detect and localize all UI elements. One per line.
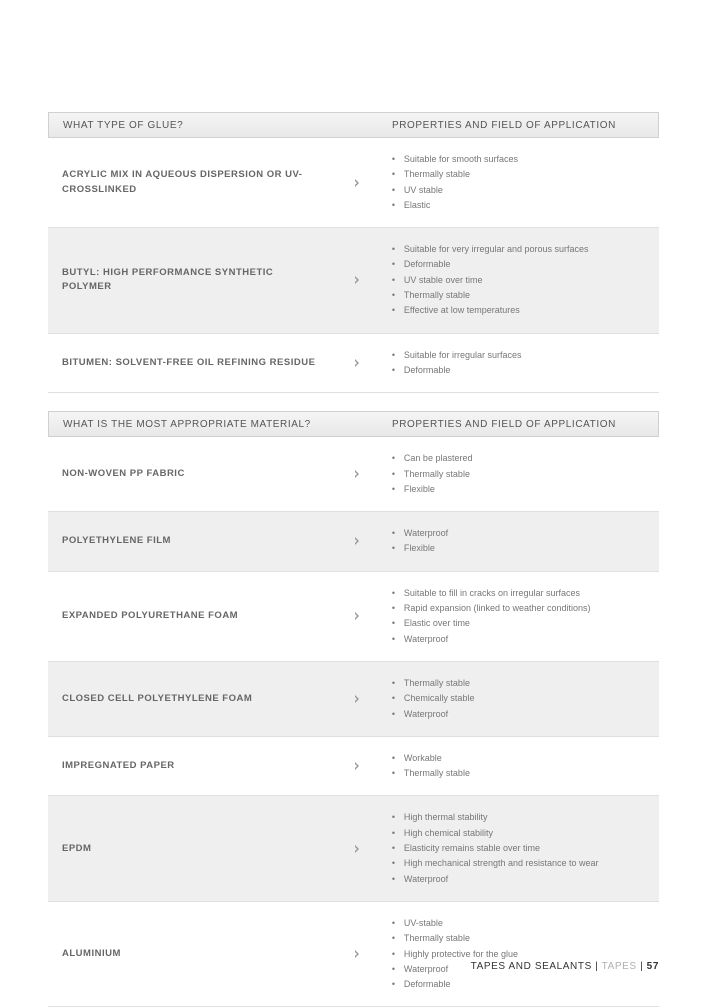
property-item: Thermally stable xyxy=(392,167,645,182)
table-row: POLYETHYLENE FILM WaterproofFlexible xyxy=(48,512,659,572)
chevron-right-icon xyxy=(351,948,363,960)
row-label: EPDM xyxy=(48,842,335,856)
property-item: Can be plastered xyxy=(392,451,645,466)
chevron-right-icon xyxy=(351,357,363,369)
table-row: EPDM High thermal stabilityHigh chemical … xyxy=(48,796,659,901)
property-item: UV stable over time xyxy=(392,273,645,288)
row-arrow xyxy=(335,610,378,622)
row-properties: Suitable to fill in cracks on irregular … xyxy=(378,586,659,647)
property-item: Thermally stable xyxy=(392,676,645,691)
property-item: Thermally stable xyxy=(392,288,645,303)
row-properties: Thermally stableChemically stableWaterpr… xyxy=(378,676,659,722)
property-item: Suitable for smooth surfaces xyxy=(392,152,645,167)
property-item: Deformable xyxy=(392,257,645,272)
property-item: Waterproof xyxy=(392,526,645,541)
row-arrow xyxy=(335,843,378,855)
header-left: WHAT IS THE MOST APPROPRIATE MATERIAL? xyxy=(49,419,384,430)
property-item: Flexible xyxy=(392,482,645,497)
row-properties: Suitable for very irregular and porous s… xyxy=(378,242,659,318)
property-item: UV stable xyxy=(392,183,645,198)
table-row: ACRYLIC MIX IN AQUEOUS DISPERSION OR UV-… xyxy=(48,138,659,228)
property-item: Elastic over time xyxy=(392,616,645,631)
footer-subcategory: TAPES xyxy=(602,961,637,972)
property-item: Thermally stable xyxy=(392,931,645,946)
row-arrow xyxy=(335,693,378,705)
property-item: Waterproof xyxy=(392,872,645,887)
row-arrow xyxy=(335,948,378,960)
property-item: Deformable xyxy=(392,977,645,992)
row-properties: WorkableThermally stable xyxy=(378,751,659,782)
row-label: EXPANDED POLYURETHANE FOAM xyxy=(48,609,335,623)
row-label: POLYETHYLENE FILM xyxy=(48,534,335,548)
property-item: Flexible xyxy=(392,541,645,556)
property-item: Rapid expansion (linked to weather condi… xyxy=(392,601,645,616)
row-arrow xyxy=(335,274,378,286)
chevron-right-icon xyxy=(351,760,363,772)
header-right: PROPERTIES AND FIELD OF APPLICATION xyxy=(384,419,658,430)
footer-sep: | xyxy=(592,961,602,972)
property-item: Suitable for very irregular and porous s… xyxy=(392,242,645,257)
property-item: Deformable xyxy=(392,363,645,378)
row-arrow xyxy=(335,177,378,189)
footer-page-number: 57 xyxy=(647,961,659,972)
row-label: NON-WOVEN PP FABRIC xyxy=(48,467,335,481)
property-item: Chemically stable xyxy=(392,691,645,706)
row-arrow xyxy=(335,535,378,547)
page-content: WHAT TYPE OF GLUE?PROPERTIES AND FIELD O… xyxy=(0,0,707,1007)
chevron-right-icon xyxy=(351,693,363,705)
property-item: Thermally stable xyxy=(392,766,645,781)
row-arrow xyxy=(335,760,378,772)
table-row: BUTYL: HIGH PERFORMANCE SYNTHETIC POLYME… xyxy=(48,228,659,333)
property-item: High chemical stability xyxy=(392,826,645,841)
row-properties: Can be plasteredThermally stableFlexible xyxy=(378,451,659,497)
property-item: Suitable for irregular surfaces xyxy=(392,348,645,363)
property-item: Thermally stable xyxy=(392,467,645,482)
row-properties: WaterproofFlexible xyxy=(378,526,659,557)
property-item: Suitable to fill in cracks on irregular … xyxy=(392,586,645,601)
chevron-right-icon xyxy=(351,610,363,622)
property-item: Effective at low temperatures xyxy=(392,303,645,318)
footer-category: TAPES AND SEALANTS xyxy=(471,961,592,972)
chevron-right-icon xyxy=(351,177,363,189)
chevron-right-icon xyxy=(351,468,363,480)
property-item: Waterproof xyxy=(392,632,645,647)
row-properties: Suitable for smooth surfacesThermally st… xyxy=(378,152,659,213)
property-item: High mechanical strength and resistance … xyxy=(392,856,645,871)
row-arrow xyxy=(335,357,378,369)
row-label: BUTYL: HIGH PERFORMANCE SYNTHETIC POLYME… xyxy=(48,266,335,295)
section: WHAT TYPE OF GLUE?PROPERTIES AND FIELD O… xyxy=(48,112,659,393)
row-arrow xyxy=(335,468,378,480)
table-row: IMPREGNATED PAPER WorkableThermally stabl… xyxy=(48,737,659,797)
section-header: WHAT IS THE MOST APPROPRIATE MATERIAL?PR… xyxy=(48,411,659,437)
footer-sep2: | xyxy=(637,961,647,972)
table-row: NON-WOVEN PP FABRIC Can be plasteredTherm… xyxy=(48,437,659,512)
row-properties: Suitable for irregular surfacesDeformabl… xyxy=(378,348,659,379)
property-item: Elastic xyxy=(392,198,645,213)
property-item: Waterproof xyxy=(392,707,645,722)
table-row: CLOSED CELL POLYETHYLENE FOAM Thermally s… xyxy=(48,662,659,737)
row-label: ALUMINIUM xyxy=(48,947,335,961)
row-label: BITUMEN: SOLVENT-FREE OIL REFINING RESID… xyxy=(48,356,335,370)
table-row: EXPANDED POLYURETHANE FOAM Suitable to fi… xyxy=(48,572,659,662)
row-properties: UV-stableThermally stableHighly protecti… xyxy=(378,916,659,992)
chevron-right-icon xyxy=(351,535,363,547)
page-footer: TAPES AND SEALANTS | TAPES | 57 xyxy=(471,961,659,972)
section: WHAT IS THE MOST APPROPRIATE MATERIAL?PR… xyxy=(48,411,659,1007)
row-label: CLOSED CELL POLYETHYLENE FOAM xyxy=(48,692,335,706)
section-header: WHAT TYPE OF GLUE?PROPERTIES AND FIELD O… xyxy=(48,112,659,138)
row-label: IMPREGNATED PAPER xyxy=(48,759,335,773)
header-right: PROPERTIES AND FIELD OF APPLICATION xyxy=(384,120,658,131)
property-item: Highly protective for the glue xyxy=(392,947,645,962)
property-item: High thermal stability xyxy=(392,810,645,825)
row-label: ACRYLIC MIX IN AQUEOUS DISPERSION OR UV-… xyxy=(48,168,335,197)
header-left: WHAT TYPE OF GLUE? xyxy=(49,120,384,131)
chevron-right-icon xyxy=(351,274,363,286)
table-row: ALUMINIUM UV-stableThermally stableHighly… xyxy=(48,902,659,1007)
table-row: BITUMEN: SOLVENT-FREE OIL REFINING RESID… xyxy=(48,334,659,394)
row-properties: High thermal stabilityHigh chemical stab… xyxy=(378,810,659,886)
property-item: Elasticity remains stable over time xyxy=(392,841,645,856)
property-item: Workable xyxy=(392,751,645,766)
property-item: UV-stable xyxy=(392,916,645,931)
chevron-right-icon xyxy=(351,843,363,855)
